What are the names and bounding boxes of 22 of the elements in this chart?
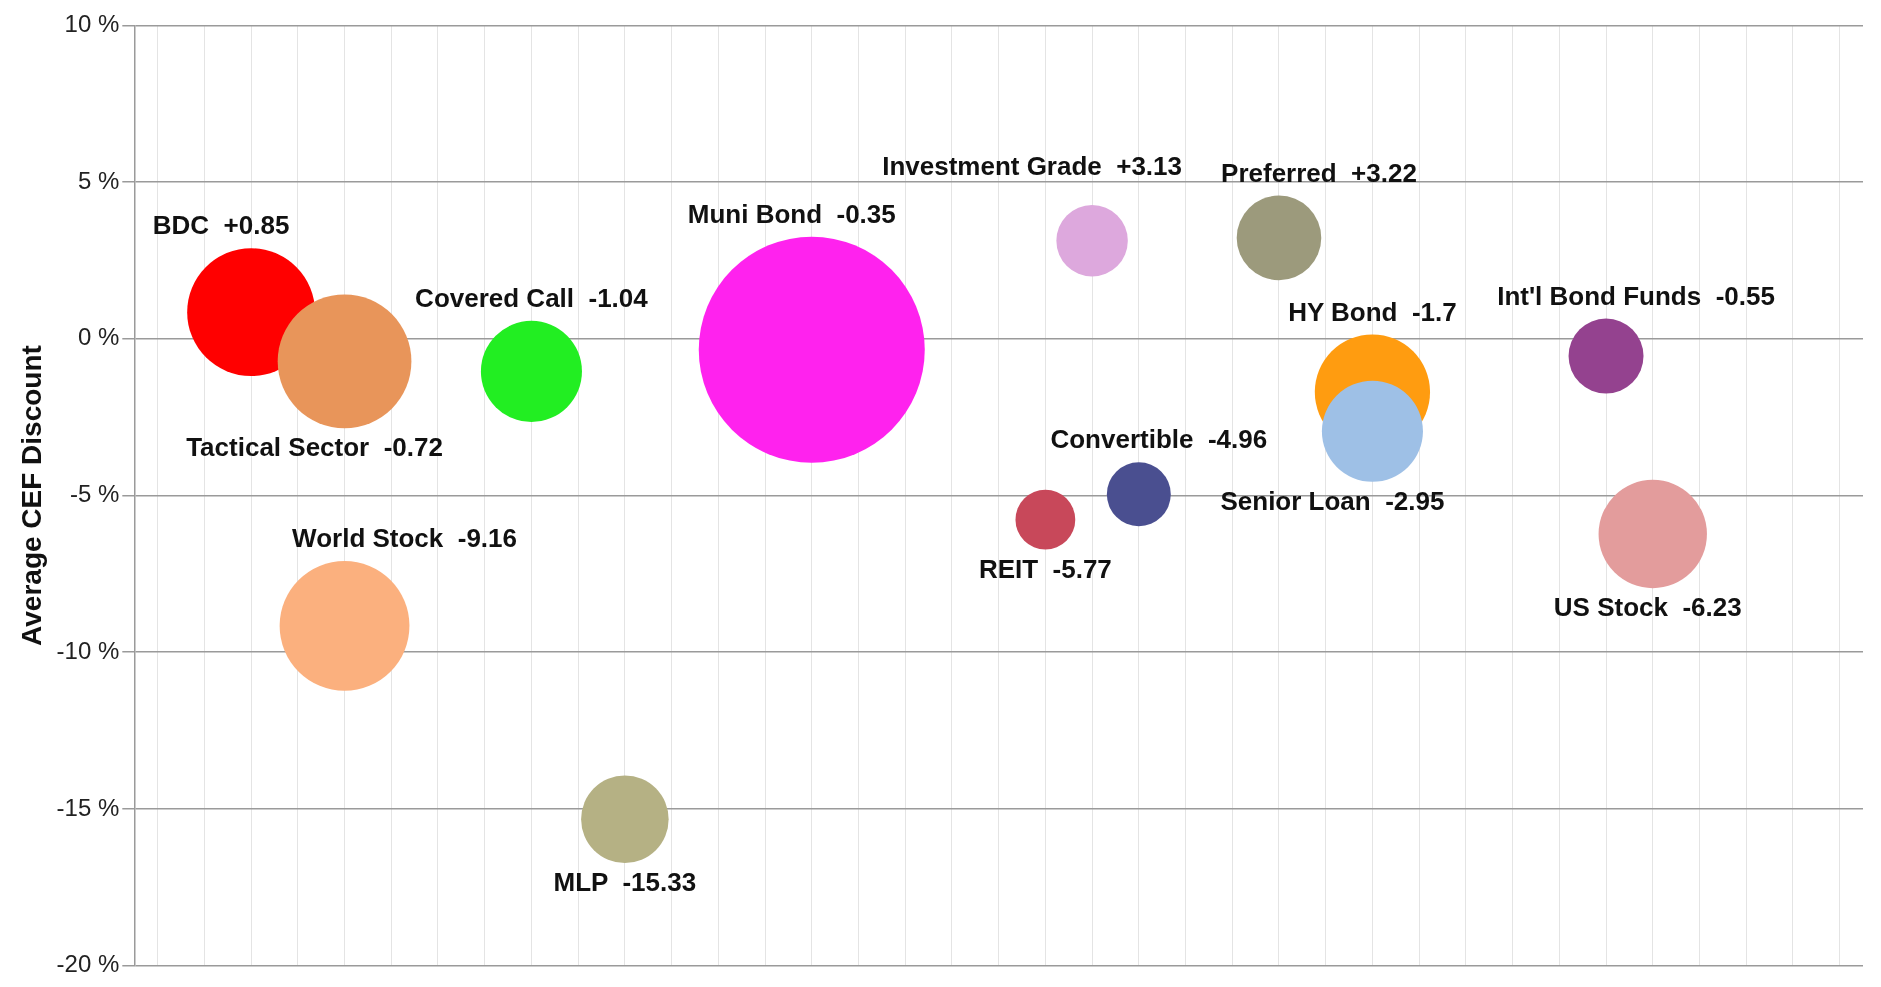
y-axis-title: Average CEF Discount xyxy=(15,345,47,646)
text: Int'l Bond Funds -0.55 xyxy=(1497,280,1775,311)
y-tick-label: -20 % xyxy=(56,950,120,978)
text: Tactical Sector -0.72 xyxy=(186,432,443,463)
text: Muni Bond -0.35 xyxy=(687,198,896,229)
y-tick-label: -10 % xyxy=(56,636,120,664)
text: World Stock -9.16 xyxy=(292,523,517,554)
text: Covered Call -1.04 xyxy=(415,283,648,314)
y-tick-label: 5 % xyxy=(77,166,120,194)
text: BDC +0.85 xyxy=(152,210,290,241)
text: MLP -15.33 xyxy=(553,867,697,898)
y-tick-label: 10 % xyxy=(64,10,120,38)
text: HY Bond -1.7 xyxy=(1288,296,1457,327)
text: Investment Grade +3.13 xyxy=(882,151,1183,182)
text: REIT -5.77 xyxy=(978,553,1112,584)
y-tick-label: -5 % xyxy=(69,480,120,508)
text: US Stock -6.23 xyxy=(1553,592,1742,623)
y-tick-label: -15 % xyxy=(56,793,120,821)
text: Senior Loan -2.95 xyxy=(1220,485,1445,516)
text: Convertible -4.96 xyxy=(1050,424,1268,455)
text: Preferred +3.22 xyxy=(1221,157,1417,188)
y-tick-label: 0 % xyxy=(77,323,120,351)
